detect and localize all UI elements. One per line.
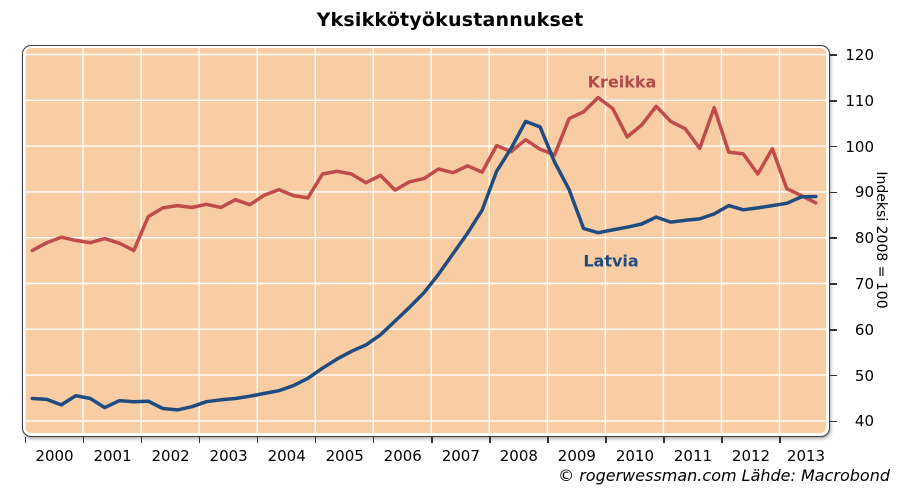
x-tick-label: 2013 — [786, 447, 826, 465]
x-tick-mark — [431, 437, 433, 443]
y-tick-label: 50 — [854, 366, 874, 385]
chart-canvas — [25, 48, 826, 433]
y-tick-label: 120 — [845, 46, 874, 64]
x-tick-label: 2008 — [499, 447, 538, 465]
y-tick-mark — [830, 191, 837, 194]
y-tick-label: 40 — [854, 412, 874, 431]
y-axis-title: Indeksi 2008 = 100 — [873, 171, 889, 309]
x-tick-mark — [314, 437, 317, 443]
y-tick-mark — [830, 329, 837, 331]
series-line-latvia — [30, 119, 818, 412]
series-label-latvia: Latvia — [583, 251, 639, 271]
y-tick-mark — [830, 374, 837, 377]
chart-title: Yksikkötyökustannukset — [316, 9, 584, 31]
series-label-kreikka: Kreikka — [587, 72, 657, 92]
x-tick-mark — [779, 437, 781, 443]
x-tick-label: 2004 — [267, 447, 306, 465]
x-tick-mark — [82, 437, 85, 443]
y-tick-label: 90 — [854, 183, 874, 202]
plot-area — [25, 48, 826, 433]
x-tick-label: 2003 — [209, 447, 248, 465]
y-tick-mark — [830, 283, 837, 285]
y-tick-label: 100 — [845, 137, 874, 156]
x-tick-mark — [547, 437, 549, 443]
x-tick-mark — [372, 437, 375, 443]
x-tick-mark — [140, 437, 143, 443]
x-tick-mark — [256, 437, 259, 443]
x-tick-mark — [721, 437, 723, 443]
y-tick-label: 110 — [845, 91, 874, 110]
source-credit: © rogerwessman.com Lähde: Macrobond — [558, 466, 890, 485]
y-tick-mark — [830, 100, 837, 102]
x-tick-label: 2010 — [615, 447, 654, 465]
y-tick-mark — [830, 145, 837, 148]
y-tick-mark — [830, 54, 837, 56]
y-tick-label: 70 — [854, 275, 874, 293]
x-tick-label: 2009 — [557, 447, 596, 465]
y-tick-mark — [830, 420, 837, 423]
x-tick-mark — [489, 437, 491, 443]
series-line-kreikka — [30, 95, 818, 253]
x-tick-mark — [605, 437, 607, 443]
x-tick-label: 2012 — [731, 447, 771, 465]
x-tick-label: 2000 — [35, 447, 74, 465]
x-tick-label: 2005 — [325, 447, 364, 465]
plot-background — [25, 48, 826, 433]
x-tick-label: 2007 — [441, 447, 480, 465]
x-tick-label: 2006 — [383, 447, 422, 465]
y-tick-mark — [830, 237, 837, 239]
x-tick-label: 2001 — [93, 447, 132, 465]
plot-frame — [22, 45, 830, 437]
y-tick-label: 80 — [854, 229, 874, 248]
x-tick-mark — [24, 437, 27, 443]
x-tick-mark — [663, 437, 665, 443]
x-tick-label: 2011 — [673, 447, 713, 465]
x-tick-mark — [198, 437, 201, 443]
x-tick-label: 2002 — [151, 447, 190, 465]
y-tick-label: 60 — [854, 320, 874, 339]
